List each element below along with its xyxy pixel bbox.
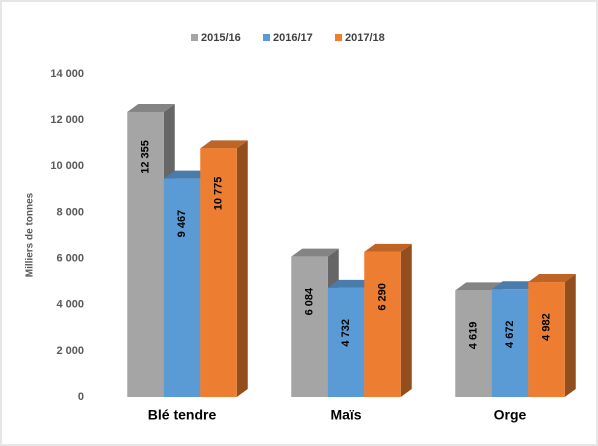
data-label: 6 290 xyxy=(376,283,388,311)
bar-front xyxy=(491,289,529,397)
bar-top xyxy=(327,279,376,288)
bar-side xyxy=(400,243,412,397)
legend-swatch xyxy=(191,34,198,41)
data-label: 10 775 xyxy=(212,177,224,211)
bar-top xyxy=(291,248,339,257)
y-tick-label: 14 000 xyxy=(50,68,84,80)
bar-front xyxy=(200,148,237,397)
data-label: 4 672 xyxy=(504,320,516,348)
x-tick-label: Blé tendre xyxy=(148,407,217,423)
bar-side xyxy=(564,274,576,397)
y-tick-label: 2 000 xyxy=(56,345,84,357)
x-tick-label: Orge xyxy=(494,407,527,423)
bar-front xyxy=(455,290,492,397)
y-tick-label: 10 000 xyxy=(50,160,84,172)
bar-side xyxy=(236,140,248,398)
y-tick-label: 12 000 xyxy=(50,114,84,126)
bar xyxy=(200,140,248,398)
x-tick-label: Maïs xyxy=(330,407,361,423)
bar xyxy=(364,243,412,397)
y-axis-title: Milliers de tonnes xyxy=(25,192,36,277)
data-label: 9 467 xyxy=(176,210,188,238)
bar-front xyxy=(528,282,565,397)
bar-top xyxy=(200,140,248,149)
data-label: 4 732 xyxy=(340,319,352,347)
bar-front xyxy=(163,178,201,397)
bar-top xyxy=(455,282,503,291)
data-label: 6 084 xyxy=(303,287,315,315)
y-tick-label: 8 000 xyxy=(56,206,84,218)
bar-front xyxy=(364,251,401,397)
y-tick-label: 6 000 xyxy=(56,252,84,264)
bar-top xyxy=(163,170,212,179)
data-label: 4 982 xyxy=(540,313,552,341)
legend-label: 2016/17 xyxy=(273,32,313,44)
y-tick-label: 4 000 xyxy=(56,299,84,311)
y-tick-label: 0 xyxy=(78,391,84,403)
data-label: 4 619 xyxy=(467,322,479,350)
legend-label: 2017/18 xyxy=(345,32,385,44)
legend-swatch xyxy=(335,34,342,41)
legend-swatch xyxy=(263,34,270,41)
bar-top xyxy=(127,103,175,112)
bar-top xyxy=(491,281,540,290)
bar-top xyxy=(364,243,412,252)
bar-front xyxy=(291,256,328,397)
bar-front xyxy=(127,111,164,397)
legend-label: 2015/16 xyxy=(201,32,241,44)
bar xyxy=(528,274,576,397)
bar-top xyxy=(528,274,576,283)
data-label: 12 355 xyxy=(139,140,151,174)
bar-front xyxy=(327,287,365,397)
